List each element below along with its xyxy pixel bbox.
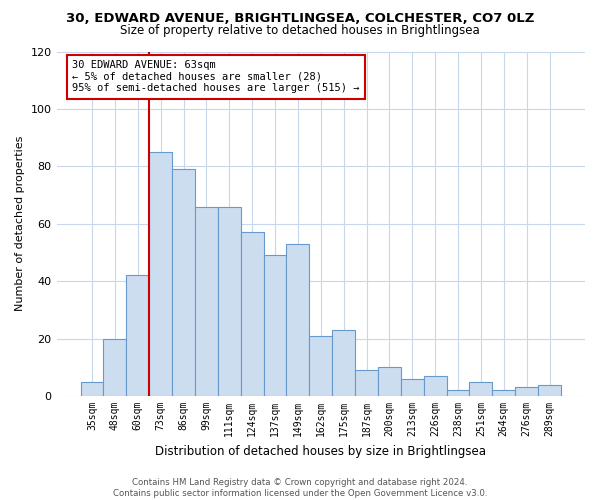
Text: 30, EDWARD AVENUE, BRIGHTLINGSEA, COLCHESTER, CO7 0LZ: 30, EDWARD AVENUE, BRIGHTLINGSEA, COLCHE… xyxy=(66,12,534,26)
Bar xyxy=(172,169,195,396)
Bar xyxy=(469,382,493,396)
Bar xyxy=(263,256,286,396)
Bar xyxy=(515,388,538,396)
Text: 30 EDWARD AVENUE: 63sqm
← 5% of detached houses are smaller (28)
95% of semi-det: 30 EDWARD AVENUE: 63sqm ← 5% of detached… xyxy=(73,60,360,94)
Bar xyxy=(80,382,103,396)
Text: Contains HM Land Registry data © Crown copyright and database right 2024.
Contai: Contains HM Land Registry data © Crown c… xyxy=(113,478,487,498)
Bar xyxy=(127,276,149,396)
Bar xyxy=(103,338,127,396)
Bar xyxy=(195,206,218,396)
Bar xyxy=(355,370,378,396)
Bar xyxy=(401,379,424,396)
Bar xyxy=(424,376,446,396)
Bar xyxy=(378,368,401,396)
Bar xyxy=(493,390,515,396)
Bar xyxy=(241,232,263,396)
Bar xyxy=(286,244,310,396)
Text: Size of property relative to detached houses in Brightlingsea: Size of property relative to detached ho… xyxy=(120,24,480,37)
Bar xyxy=(310,336,332,396)
X-axis label: Distribution of detached houses by size in Brightlingsea: Distribution of detached houses by size … xyxy=(155,444,486,458)
Bar xyxy=(149,152,172,396)
Y-axis label: Number of detached properties: Number of detached properties xyxy=(15,136,25,312)
Bar xyxy=(446,390,469,396)
Bar xyxy=(332,330,355,396)
Bar xyxy=(218,206,241,396)
Bar xyxy=(538,384,561,396)
